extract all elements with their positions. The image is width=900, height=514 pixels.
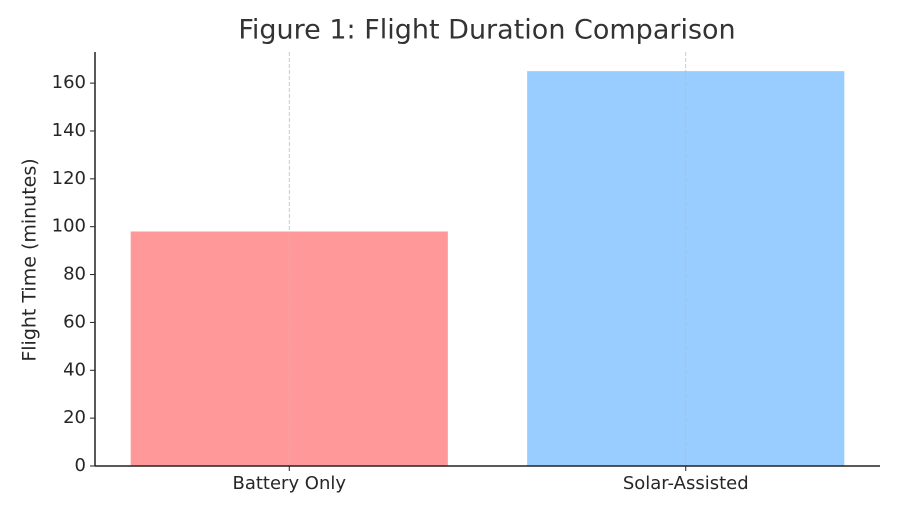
y-tick-label: 60 xyxy=(63,311,86,332)
x-tick-label: Solar-Assisted xyxy=(623,473,749,494)
chart-title: Figure 1: Flight Duration Comparison xyxy=(238,15,735,46)
y-tick-label: 160 xyxy=(52,72,86,93)
y-tick-label: 120 xyxy=(52,168,86,189)
y-tick-label: 20 xyxy=(63,407,86,428)
y-tick-label: 0 xyxy=(75,455,86,476)
y-tick-label: 140 xyxy=(52,120,86,141)
y-axis-label: Flight Time (minutes) xyxy=(19,158,41,361)
y-tick-label: 80 xyxy=(63,264,86,285)
y-tick-label: 100 xyxy=(52,216,86,237)
x-tick-label: Battery Only xyxy=(232,473,346,494)
y-tick-label: 40 xyxy=(63,359,86,380)
